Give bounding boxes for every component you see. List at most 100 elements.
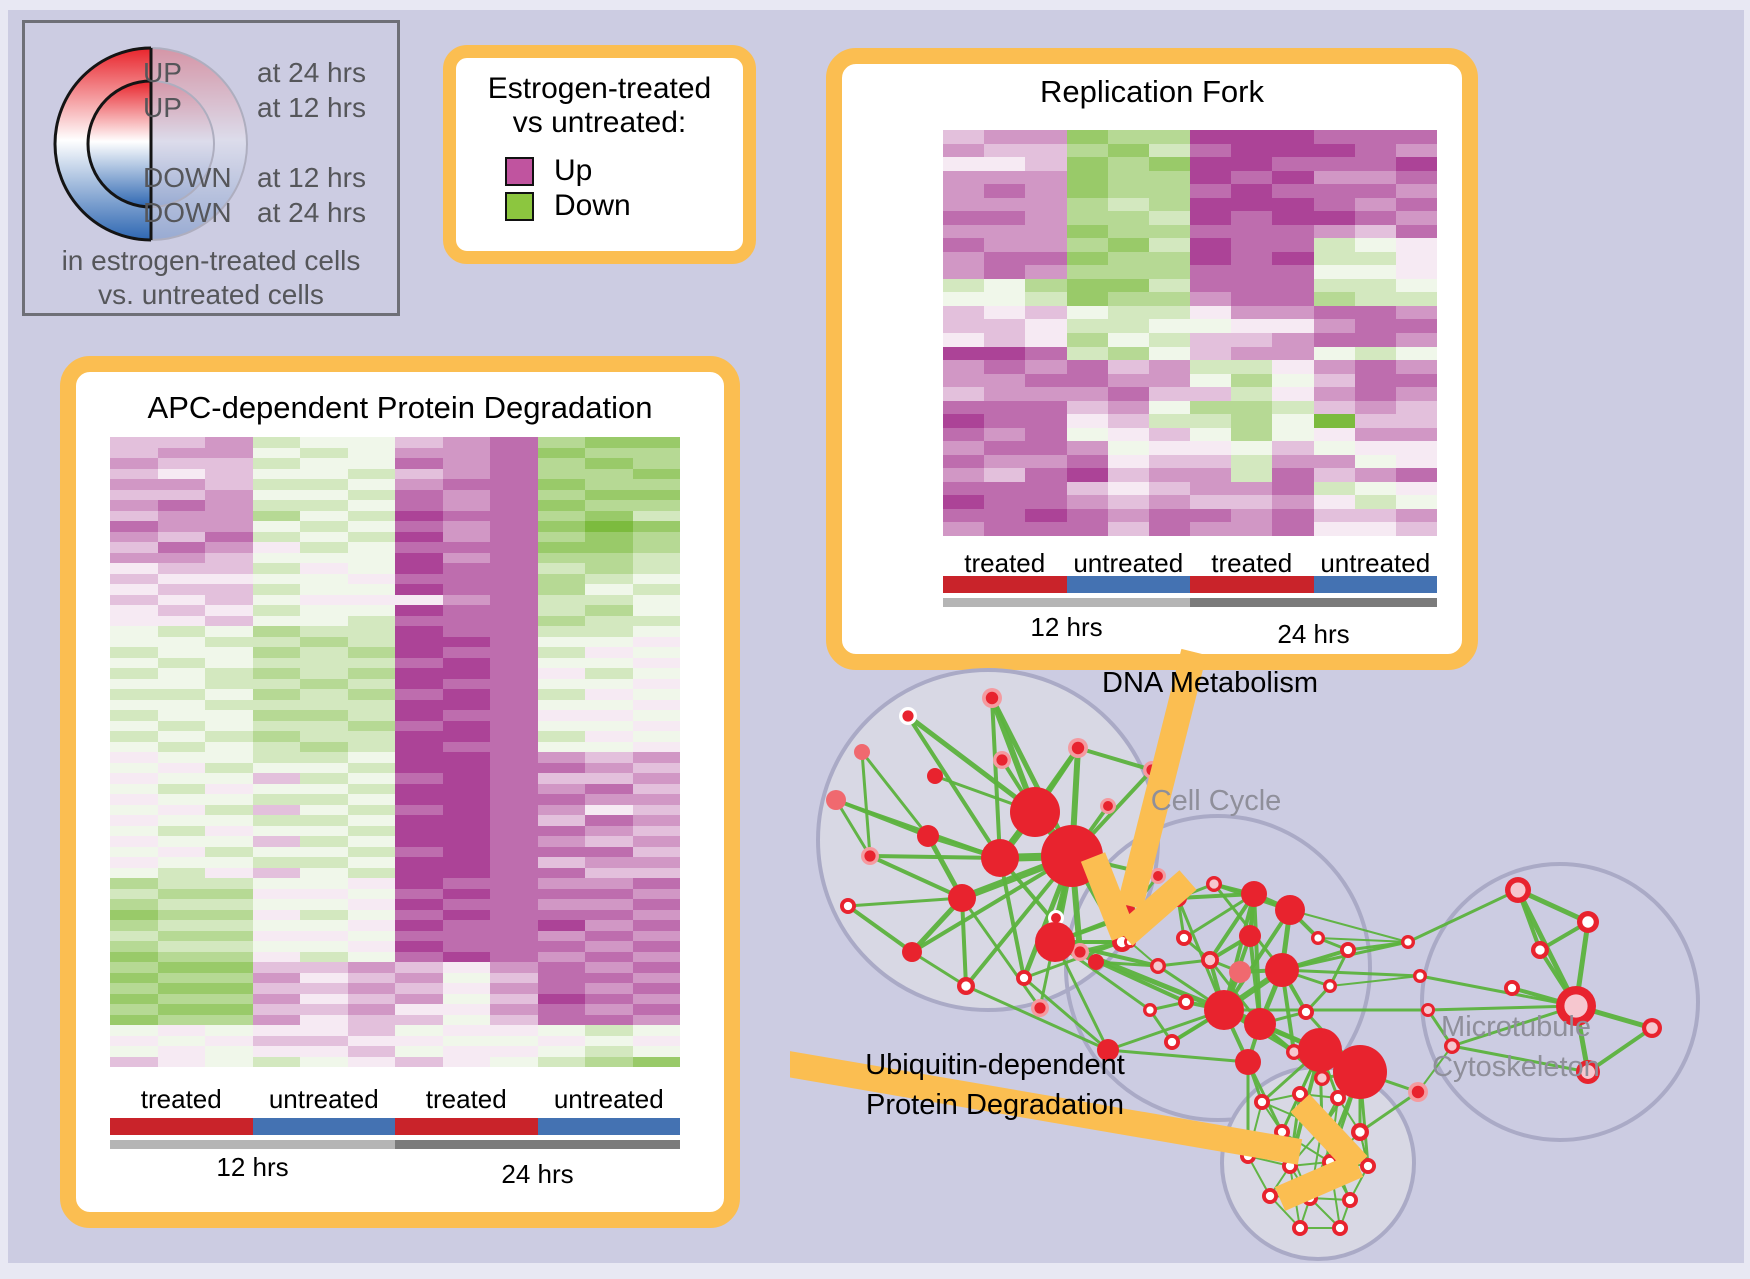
heatmap-cell: [442, 479, 490, 490]
heatmap-cell: [984, 184, 1026, 198]
heatmap-cell: [252, 584, 300, 595]
heatmap-cell: [632, 794, 680, 805]
heatmap-cell: [1354, 333, 1396, 347]
heatmap-cell: [632, 657, 680, 668]
key-row-up-24: UP at 24 hrs: [143, 57, 405, 89]
network-edge: [964, 984, 1110, 1052]
network-node: [1298, 1028, 1342, 1072]
heatmap-cell: [1107, 170, 1149, 185]
heatmap-cell: [157, 857, 205, 868]
heatmap-cell: [442, 500, 490, 511]
network-edge: [1208, 892, 1256, 962]
heatmap-cell: [1190, 387, 1232, 401]
heatmap-cell: [984, 211, 1026, 225]
heatmap-cell: [252, 647, 300, 658]
heatmap-cell: [252, 962, 300, 973]
heatmap-cell: [1395, 157, 1437, 171]
heatmap-cell: [1025, 427, 1067, 442]
heatmap-cell: [442, 1004, 490, 1015]
heatmap-cell: [1313, 130, 1355, 144]
network-node-core: [1355, 1127, 1365, 1137]
heatmap-cell: [1313, 414, 1355, 428]
network-node-core: [1209, 879, 1219, 889]
heatmap-cell: [442, 468, 490, 479]
network-node-core: [1564, 994, 1588, 1018]
network-node-core: [1447, 1041, 1457, 1051]
heatmap-cell: [1354, 495, 1396, 509]
heatmap-cell: [1148, 508, 1190, 523]
heatmap-cell: [442, 888, 490, 899]
heatmap-cell: [984, 522, 1026, 536]
network-edge: [1329, 975, 1421, 987]
heatmap-cell: [585, 521, 633, 532]
heatmap-cell: [110, 615, 158, 626]
heatmap-cell: [300, 573, 348, 584]
heatmap-cell: [490, 584, 538, 595]
heatmap-cell: [585, 542, 633, 553]
heatmap-cell: [537, 1004, 585, 1015]
heatmap-cell: [1313, 441, 1355, 455]
heatmap-cell: [632, 437, 680, 448]
network-edge: [960, 896, 1042, 1010]
heatmap-cell: [1148, 400, 1190, 415]
color-legend-box: Estrogen-treated vs untreated: Up Down: [443, 45, 756, 264]
heatmap-cell: [490, 825, 538, 836]
heatmap-cell: [157, 993, 205, 1004]
heatmap-cell: [157, 941, 205, 952]
heatmap-cell: [205, 447, 253, 458]
heatmap-cell: [632, 510, 680, 521]
heatmap-cell: [490, 699, 538, 710]
heatmap-cell: [300, 825, 348, 836]
heatmap-cell: [205, 615, 253, 626]
heatmap-cell: [490, 479, 538, 490]
heatmap-cell: [585, 762, 633, 773]
heatmap-cell: [395, 468, 443, 479]
heatmap-cell: [490, 489, 538, 500]
network-edge: [834, 798, 872, 858]
heatmap-cell: [347, 773, 395, 784]
network-node-core: [1326, 982, 1334, 990]
heatmap-cell: [442, 983, 490, 994]
heatmap-cell: [442, 846, 490, 857]
heatmap-cell: [1231, 319, 1273, 333]
heatmap-cell: [1066, 414, 1108, 428]
heatmap-cell: [984, 387, 1026, 401]
heatmap-cell: [1148, 143, 1190, 158]
heatmap-cell: [984, 130, 1026, 144]
condition-label: treated: [425, 1084, 507, 1114]
network-edge: [1106, 1008, 1226, 1052]
heatmap-cell: [110, 563, 158, 574]
heatmap-cell: [1148, 454, 1190, 469]
heatmap-cell: [205, 836, 253, 847]
key-caption-line2: vs. untreated cells: [98, 279, 324, 310]
heatmap-cell: [585, 920, 633, 931]
heatmap-cell: [585, 657, 633, 668]
heatmap-cell: [300, 657, 348, 668]
heatmap-cell: [632, 521, 680, 532]
heatmap-cell: [442, 993, 490, 1004]
heatmap-cell: [585, 804, 633, 815]
heatmap-cell: [1313, 508, 1355, 523]
network-node-core: [1103, 801, 1113, 811]
heatmap-cell: [395, 857, 443, 868]
key-time: at 12 hrs: [257, 162, 366, 193]
heatmap-cell: [1107, 427, 1149, 442]
heatmap-cell: [490, 689, 538, 700]
network-node-core: [1345, 1195, 1355, 1205]
heatmap-cell: [984, 197, 1026, 212]
heatmap-cell: [300, 899, 348, 910]
network-node-core: [1034, 1002, 1046, 1014]
heatmap-cell: [395, 846, 443, 857]
heatmap-cell: [395, 752, 443, 763]
heatmap-cell: [300, 1035, 348, 1046]
heatmap-cell: [632, 741, 680, 752]
heatmap-cell: [1025, 346, 1067, 361]
heatmap-cell: [157, 846, 205, 857]
heatmap-cell: [395, 689, 443, 700]
heatmap-cell: [632, 804, 680, 815]
heatmap-cell: [1272, 333, 1314, 347]
expression-key-box: UP at 24 hrs UP at 12 hrs DOWN at 12 hrs DO…: [22, 20, 400, 316]
heatmap-cell: [442, 626, 490, 637]
heatmap-cell: [1231, 508, 1273, 523]
heatmap-cell: [632, 962, 680, 973]
